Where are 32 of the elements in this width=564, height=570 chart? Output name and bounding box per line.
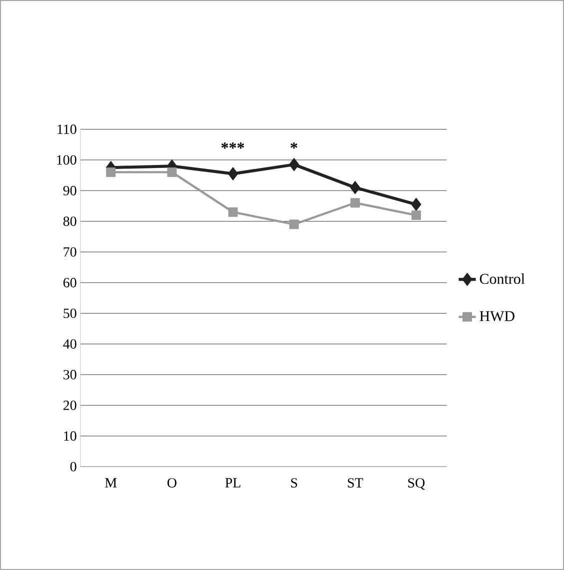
annotation: *** bbox=[221, 142, 244, 149]
y-tick-label: 0 bbox=[70, 462, 76, 472]
y-tick-label: 60 bbox=[63, 278, 76, 288]
point bbox=[289, 220, 299, 230]
point bbox=[350, 198, 360, 208]
y-tick-label: 20 bbox=[63, 400, 76, 410]
annotation: * bbox=[290, 142, 298, 149]
point bbox=[228, 207, 238, 217]
legend-label: HWD bbox=[480, 311, 514, 322]
point bbox=[228, 167, 238, 180]
y-tick-label: 80 bbox=[63, 216, 76, 226]
x-tick-label: S bbox=[291, 478, 298, 488]
legend-label: Control bbox=[480, 273, 525, 284]
y-tick-label: 90 bbox=[63, 186, 76, 196]
x-tick-label: M bbox=[105, 478, 117, 488]
point bbox=[106, 167, 116, 177]
point bbox=[411, 210, 421, 220]
y-tick-label: 40 bbox=[63, 339, 76, 349]
y-tick-label: 50 bbox=[64, 308, 76, 318]
y-tick-label: 100 bbox=[57, 155, 76, 165]
y-tick-label: 110 bbox=[58, 124, 76, 134]
point bbox=[288, 158, 300, 172]
point bbox=[167, 167, 177, 177]
point bbox=[411, 198, 422, 212]
x-tick-label: SQ bbox=[408, 478, 425, 490]
y-tick-label: 70 bbox=[64, 247, 76, 257]
x-tick-label: PL bbox=[225, 478, 240, 488]
x-tick-label: ST bbox=[348, 478, 364, 488]
y-tick-label: 10 bbox=[64, 431, 76, 441]
point bbox=[350, 180, 360, 194]
y-tick-label: 30 bbox=[64, 370, 76, 380]
x-tick-label: O bbox=[167, 478, 176, 488]
